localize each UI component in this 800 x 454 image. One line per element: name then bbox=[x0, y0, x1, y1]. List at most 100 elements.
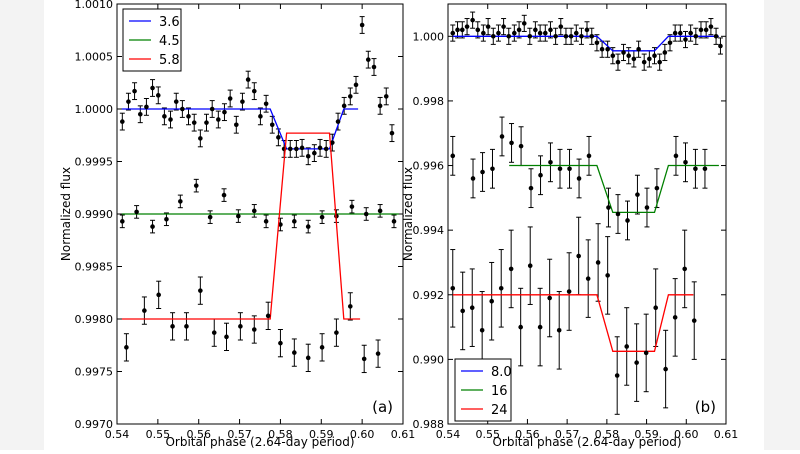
data-point bbox=[506, 34, 512, 39]
data-point bbox=[537, 324, 543, 330]
data-point bbox=[518, 143, 524, 149]
legend-entry-label: 24 bbox=[491, 403, 508, 418]
data-point bbox=[673, 153, 679, 159]
data-point bbox=[538, 172, 543, 178]
data-point bbox=[480, 169, 485, 175]
x-tick-label: 0.57 bbox=[227, 428, 252, 441]
data-point bbox=[389, 130, 395, 136]
data-point bbox=[568, 34, 574, 39]
data-point bbox=[120, 219, 125, 224]
data-point bbox=[292, 350, 297, 355]
x-tick-label: 0.54 bbox=[436, 428, 461, 441]
data-point bbox=[643, 350, 649, 356]
data-point bbox=[375, 351, 381, 356]
data-point bbox=[498, 286, 504, 291]
data-point bbox=[527, 263, 533, 268]
data-point bbox=[365, 57, 371, 62]
data-point bbox=[251, 88, 257, 94]
data-point bbox=[269, 122, 275, 128]
x-tick-label: 0.61 bbox=[714, 428, 739, 441]
data-point bbox=[335, 119, 341, 124]
data-point bbox=[693, 166, 698, 172]
x-tick-label: 0.61 bbox=[391, 428, 416, 441]
y-tick-label: 1.0000 bbox=[75, 103, 114, 116]
y-tick-label: 1.000 bbox=[413, 30, 445, 43]
data-point bbox=[490, 34, 496, 39]
panel-label: (a) bbox=[372, 398, 393, 416]
data-point bbox=[489, 298, 494, 304]
data-point bbox=[594, 40, 600, 46]
data-point bbox=[644, 205, 650, 210]
data-point bbox=[173, 99, 179, 104]
legend: 3.6 4.5 5.8 bbox=[122, 8, 182, 72]
data-point bbox=[678, 30, 683, 36]
data-point bbox=[614, 373, 620, 378]
data-point bbox=[621, 50, 626, 55]
data-point bbox=[221, 192, 227, 198]
x-tick-label: 0.59 bbox=[634, 428, 659, 441]
data-point bbox=[347, 304, 353, 309]
data-point bbox=[193, 183, 199, 188]
data-point bbox=[180, 106, 185, 112]
data-point bbox=[584, 27, 590, 33]
data-point bbox=[294, 146, 299, 152]
data-point bbox=[516, 27, 522, 33]
data-point bbox=[693, 34, 699, 39]
data-point bbox=[323, 146, 329, 152]
data-point bbox=[359, 22, 365, 28]
y-tick-label: 0.996 bbox=[413, 160, 445, 173]
data-point bbox=[708, 24, 714, 29]
data-point bbox=[162, 114, 167, 119]
data-point bbox=[595, 260, 601, 265]
data-point bbox=[490, 166, 495, 172]
y-tick-label: 0.9970 bbox=[75, 418, 114, 431]
data-point bbox=[278, 340, 283, 346]
data-point bbox=[459, 27, 465, 33]
x-tick-label: 0.55 bbox=[146, 428, 171, 441]
data-point bbox=[606, 205, 611, 210]
data-point bbox=[460, 308, 465, 314]
data-point bbox=[334, 330, 339, 335]
data-point bbox=[556, 328, 562, 333]
data-point bbox=[469, 305, 475, 310]
data-point bbox=[227, 96, 233, 101]
data-point bbox=[455, 27, 460, 33]
panel-label: (b) bbox=[695, 398, 716, 416]
y-tick-label: 0.998 bbox=[413, 95, 445, 108]
data-point bbox=[553, 34, 558, 39]
data-point bbox=[652, 53, 657, 58]
data-point bbox=[698, 27, 704, 33]
data-point bbox=[548, 160, 553, 165]
data-point bbox=[124, 345, 129, 350]
y-tick-label: 0.9980 bbox=[75, 313, 114, 326]
data-point bbox=[548, 27, 553, 33]
data-point bbox=[702, 166, 708, 172]
data-point bbox=[142, 308, 147, 313]
data-point bbox=[450, 286, 456, 291]
model-curve bbox=[121, 132, 361, 320]
data-point bbox=[481, 30, 486, 36]
chart-panel-b: 0.54 0.55 0.56 0.57 0.58 0.59 0.60 0.61 0.988 0.9… bbox=[401, 3, 739, 449]
x-tick-label: 0.58 bbox=[595, 428, 620, 441]
data-point bbox=[573, 30, 579, 36]
y-tick-label: 0.990 bbox=[413, 353, 445, 366]
data-point bbox=[599, 46, 605, 52]
data-point bbox=[150, 85, 155, 91]
data-point bbox=[589, 34, 595, 39]
data-point bbox=[615, 59, 621, 65]
data-point bbox=[641, 59, 647, 65]
legend-entry-label: 5.8 bbox=[159, 53, 180, 68]
y-tick-label: 0.992 bbox=[413, 289, 445, 302]
data-point bbox=[120, 119, 125, 124]
data-point bbox=[258, 114, 263, 119]
data-point bbox=[626, 53, 631, 58]
data-point bbox=[557, 166, 563, 172]
legend-entry-label: 16 bbox=[491, 384, 508, 399]
series-4-5 bbox=[119, 178, 399, 234]
data-point bbox=[547, 295, 552, 301]
x-tick-label: 0.59 bbox=[309, 428, 334, 441]
y-tick-label: 1.0010 bbox=[75, 0, 114, 11]
y-tick-label: 0.9995 bbox=[75, 156, 114, 169]
x-axis-label: Orbital phase (2.64-day period) bbox=[165, 435, 354, 449]
